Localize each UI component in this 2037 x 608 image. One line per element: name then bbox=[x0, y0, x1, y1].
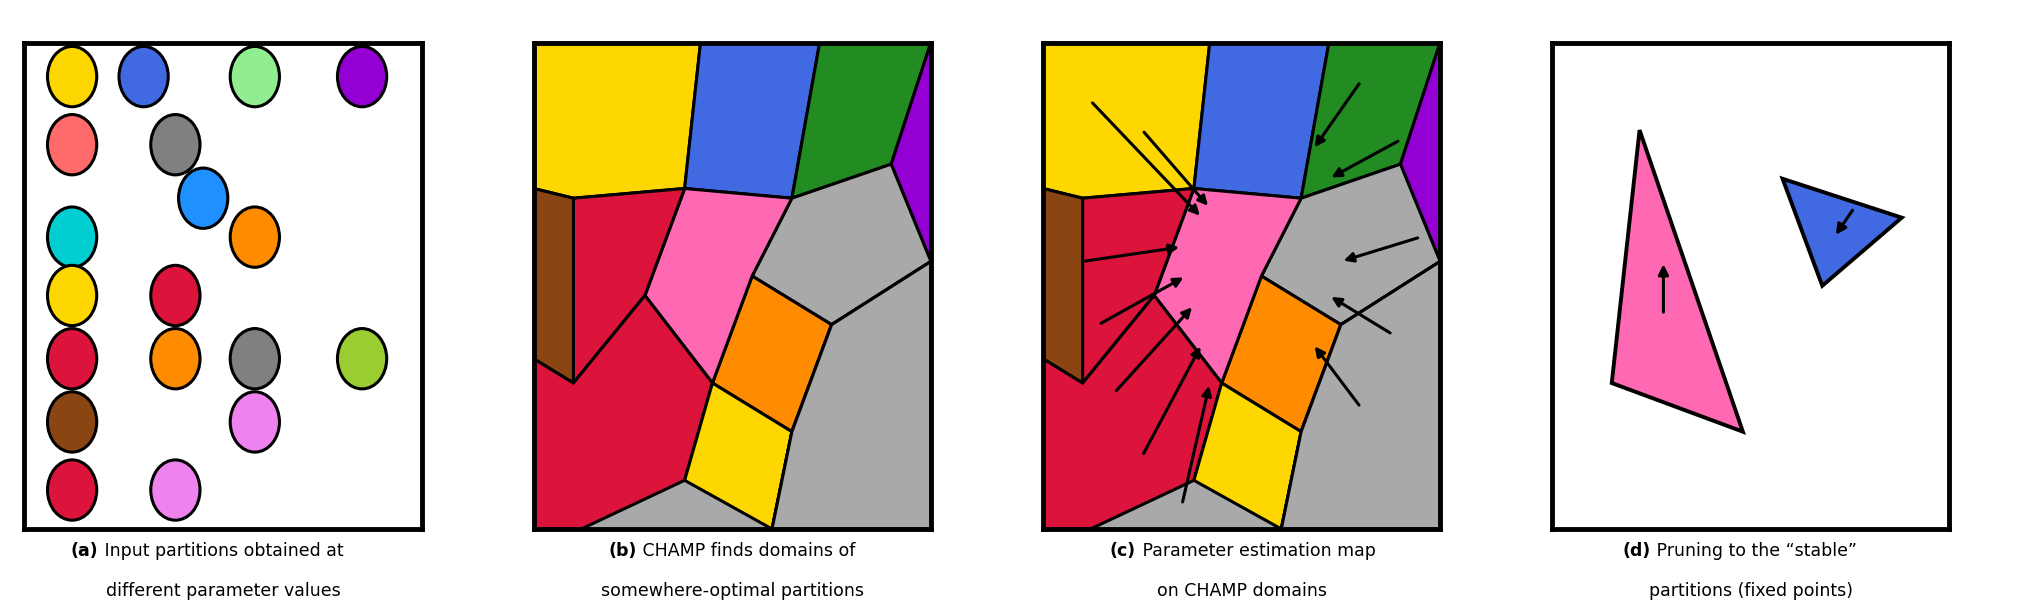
Polygon shape bbox=[1194, 43, 1328, 198]
Circle shape bbox=[179, 168, 228, 229]
Text: CHAMP finds domains of: CHAMP finds domains of bbox=[638, 542, 856, 561]
Circle shape bbox=[230, 46, 279, 107]
Polygon shape bbox=[892, 43, 931, 261]
Text: (c): (c) bbox=[1108, 542, 1135, 561]
Polygon shape bbox=[1302, 43, 1440, 198]
Polygon shape bbox=[713, 276, 831, 432]
Text: different parameter values: different parameter values bbox=[106, 582, 340, 600]
Circle shape bbox=[338, 46, 387, 107]
Polygon shape bbox=[534, 188, 646, 383]
Circle shape bbox=[47, 392, 96, 452]
Polygon shape bbox=[534, 295, 713, 529]
Polygon shape bbox=[1043, 43, 1210, 198]
Polygon shape bbox=[646, 188, 792, 383]
Circle shape bbox=[151, 114, 200, 175]
Polygon shape bbox=[684, 43, 819, 198]
Polygon shape bbox=[772, 261, 931, 529]
Circle shape bbox=[338, 328, 387, 389]
Polygon shape bbox=[684, 383, 792, 529]
Polygon shape bbox=[1281, 261, 1440, 529]
Text: (a): (a) bbox=[71, 542, 98, 561]
Polygon shape bbox=[1194, 383, 1302, 529]
Circle shape bbox=[47, 207, 96, 268]
Polygon shape bbox=[1611, 130, 1744, 432]
Polygon shape bbox=[534, 43, 701, 198]
Polygon shape bbox=[1222, 276, 1340, 432]
Circle shape bbox=[151, 265, 200, 326]
Polygon shape bbox=[1084, 188, 1194, 383]
Text: Parameter estimation map: Parameter estimation map bbox=[1137, 542, 1375, 561]
Text: Input partitions obtained at: Input partitions obtained at bbox=[100, 542, 344, 561]
Circle shape bbox=[118, 46, 169, 107]
Text: Pruning to the “stable”: Pruning to the “stable” bbox=[1650, 542, 1856, 561]
Circle shape bbox=[230, 392, 279, 452]
Polygon shape bbox=[1281, 261, 1440, 529]
Polygon shape bbox=[772, 261, 931, 529]
Polygon shape bbox=[1155, 188, 1302, 383]
Circle shape bbox=[47, 460, 96, 520]
Text: partitions (fixed points): partitions (fixed points) bbox=[1648, 582, 1854, 600]
Circle shape bbox=[230, 207, 279, 268]
Text: (b): (b) bbox=[609, 542, 638, 561]
Circle shape bbox=[151, 460, 200, 520]
Circle shape bbox=[47, 328, 96, 389]
Circle shape bbox=[230, 328, 279, 389]
Circle shape bbox=[47, 114, 96, 175]
Text: (d): (d) bbox=[1621, 542, 1650, 561]
Polygon shape bbox=[1401, 43, 1440, 261]
Polygon shape bbox=[1782, 179, 1903, 286]
Polygon shape bbox=[1043, 295, 1222, 529]
Polygon shape bbox=[1261, 164, 1440, 325]
Polygon shape bbox=[1043, 188, 1155, 383]
Polygon shape bbox=[792, 43, 931, 198]
Polygon shape bbox=[574, 188, 684, 383]
Circle shape bbox=[151, 328, 200, 389]
Text: on CHAMP domains: on CHAMP domains bbox=[1157, 582, 1326, 600]
Circle shape bbox=[47, 265, 96, 326]
Polygon shape bbox=[752, 164, 931, 325]
Text: somewhere-optimal partitions: somewhere-optimal partitions bbox=[601, 582, 864, 600]
Circle shape bbox=[47, 46, 96, 107]
